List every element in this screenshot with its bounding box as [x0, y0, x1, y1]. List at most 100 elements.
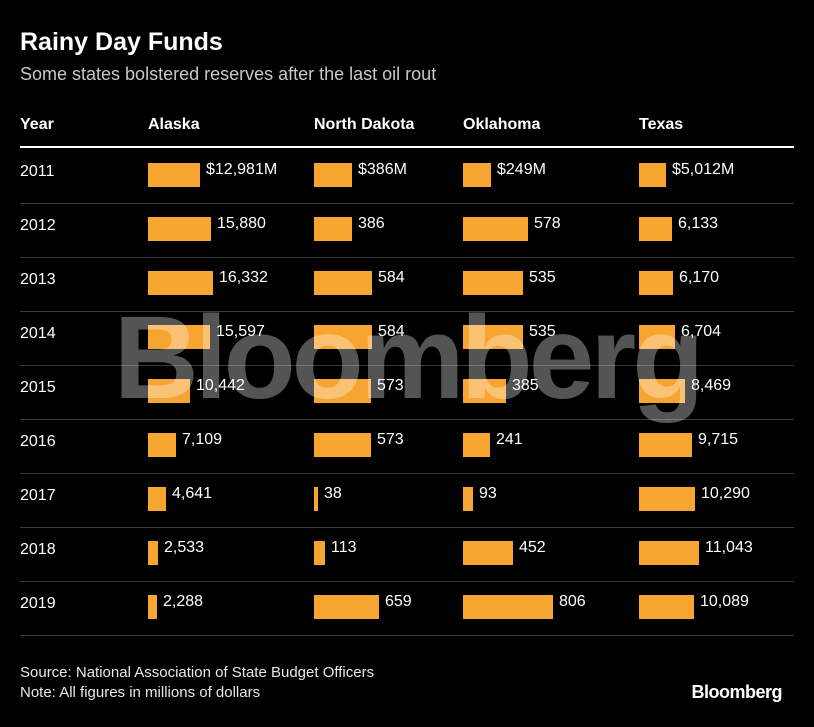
- chart-subtitle: Some states bolstered reserves after the…: [20, 64, 437, 84]
- value-label: 9,715: [698, 431, 739, 448]
- header-rule: [20, 146, 794, 148]
- value-label: 241: [496, 431, 523, 448]
- value-label: 2,533: [164, 539, 205, 556]
- column-header-texas: Texas: [639, 116, 684, 133]
- bar-texas: [639, 325, 675, 349]
- bar-texas: [639, 163, 666, 187]
- year-label: 2018: [20, 541, 56, 558]
- row-separator: [20, 311, 794, 312]
- value-label: 535: [529, 323, 556, 340]
- bar-alaska: [148, 325, 210, 349]
- bar-oklahoma: [463, 541, 513, 565]
- bar-alaska: [148, 163, 200, 187]
- bar-north-dakota: [314, 541, 325, 565]
- bar-texas: [639, 217, 672, 241]
- bar-alaska: [148, 379, 190, 403]
- value-label: 6,170: [679, 269, 720, 286]
- note-text: Note: All figures in millions of dollars: [20, 684, 261, 701]
- value-label: 6,704: [681, 323, 722, 340]
- column-header-north-dakota: North Dakota: [314, 116, 415, 133]
- source-text: Source: National Association of State Bu…: [20, 664, 375, 681]
- bar-north-dakota: [314, 595, 379, 619]
- bar-north-dakota: [314, 271, 372, 295]
- value-label: 8,469: [691, 377, 732, 394]
- value-label: 10,442: [196, 377, 245, 394]
- value-label: 93: [479, 485, 497, 502]
- value-label: 16,332: [219, 269, 268, 286]
- value-label: 2,288: [163, 593, 204, 610]
- value-label: 535: [529, 269, 556, 286]
- bar-alaska: [148, 433, 176, 457]
- bar-texas: [639, 433, 692, 457]
- value-label: 10,089: [700, 593, 749, 610]
- year-label: 2019: [20, 595, 56, 612]
- value-label: 806: [559, 593, 586, 610]
- value-label: 578: [534, 215, 561, 232]
- row-separator: [20, 365, 794, 366]
- bar-alaska: [148, 595, 157, 619]
- value-label: 10,290: [701, 485, 750, 502]
- row-separator: [20, 473, 794, 474]
- bar-north-dakota: [314, 325, 372, 349]
- value-label: $12,981M: [206, 161, 278, 178]
- year-label: 2017: [20, 487, 56, 504]
- value-label: 6,133: [678, 215, 719, 232]
- column-header-alaska: Alaska: [148, 116, 200, 133]
- value-label: 386: [358, 215, 385, 232]
- bar-oklahoma: [463, 325, 523, 349]
- bar-north-dakota: [314, 379, 371, 403]
- bar-oklahoma: [463, 271, 523, 295]
- value-label: 452: [519, 539, 546, 556]
- bar-alaska: [148, 487, 166, 511]
- bar-texas: [639, 595, 694, 619]
- bloomberg-logo: Bloomberg: [691, 682, 782, 702]
- value-label: 659: [385, 593, 412, 610]
- value-label: $5,012M: [672, 161, 735, 178]
- bar-texas: [639, 379, 685, 403]
- column-header-oklahoma: Oklahoma: [463, 116, 541, 133]
- value-label: 11,043: [705, 539, 753, 556]
- bar-texas: [639, 271, 673, 295]
- bar-north-dakota: [314, 163, 352, 187]
- value-label: 15,880: [217, 215, 266, 232]
- row-separator: [20, 581, 794, 582]
- year-label: 2014: [20, 325, 56, 342]
- value-label: $249M: [497, 161, 546, 178]
- column-header-year: Year: [20, 116, 54, 133]
- bar-north-dakota: [314, 217, 352, 241]
- value-label: 4,641: [172, 485, 213, 502]
- value-label: 113: [331, 539, 357, 556]
- bar-north-dakota: [314, 433, 371, 457]
- year-label: 2011: [20, 163, 55, 180]
- value-label: 573: [377, 377, 404, 394]
- bar-oklahoma: [463, 163, 491, 187]
- value-label: 584: [378, 323, 405, 340]
- bar-alaska: [148, 271, 213, 295]
- row-separator: [20, 635, 794, 636]
- bar-oklahoma: [463, 487, 473, 511]
- row-separator: [20, 257, 794, 258]
- value-label: 38: [324, 485, 342, 502]
- year-label: 2013: [20, 271, 56, 288]
- value-label: 7,109: [182, 431, 223, 448]
- year-label: 2012: [20, 217, 56, 234]
- chart-title: Rainy Day Funds: [20, 28, 223, 56]
- bar-alaska: [148, 541, 158, 565]
- bar-oklahoma: [463, 433, 490, 457]
- year-label: 2016: [20, 433, 56, 450]
- bar-north-dakota: [314, 487, 318, 511]
- value-label: 15,597: [216, 323, 265, 340]
- row-separator: [20, 527, 794, 528]
- row-separator: [20, 203, 794, 204]
- bar-texas: [639, 541, 699, 565]
- value-label: $386M: [358, 161, 407, 178]
- bar-alaska: [148, 217, 211, 241]
- value-label: 385: [512, 377, 539, 394]
- row-separator: [20, 419, 794, 420]
- bar-oklahoma: [463, 379, 506, 403]
- value-label: 584: [378, 269, 405, 286]
- year-label: 2015: [20, 379, 56, 396]
- bar-texas: [639, 487, 695, 511]
- bar-oklahoma: [463, 595, 553, 619]
- value-label: 573: [377, 431, 404, 448]
